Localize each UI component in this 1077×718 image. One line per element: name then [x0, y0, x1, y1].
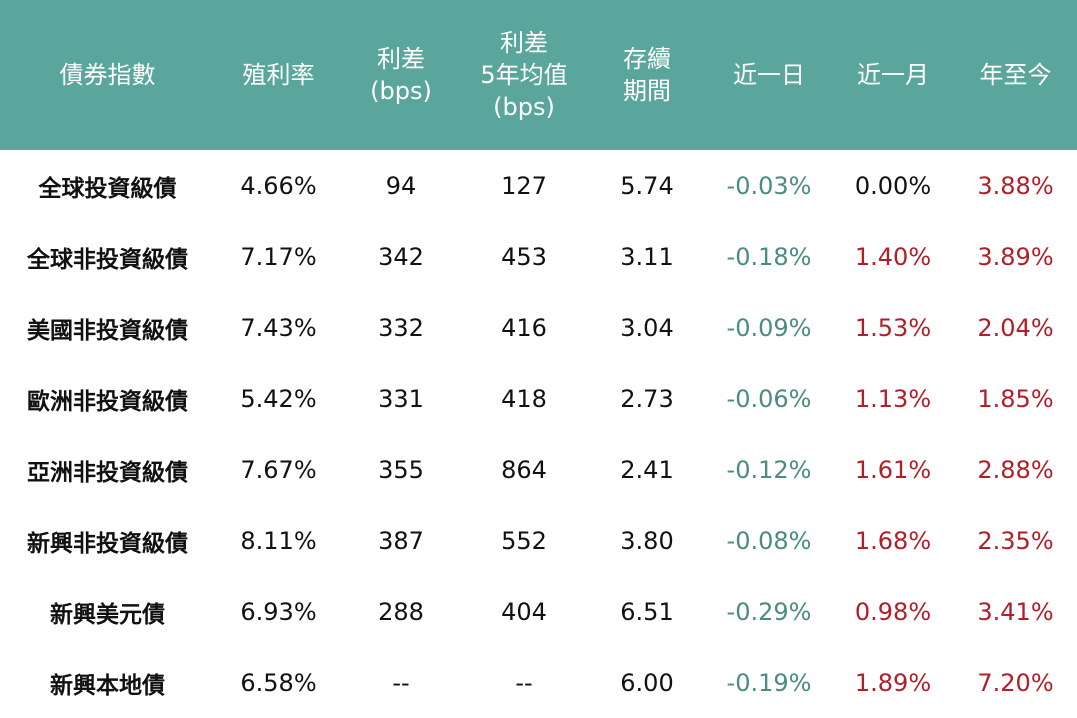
duration-cell: 3.11 [620, 242, 674, 271]
spread-5y-avg-cell: 864 [501, 455, 547, 484]
duration-cell: 5.74 [620, 171, 674, 200]
table-row: 全球投資級債 4.66% 94 127 5.74 -0.03% 0.00% 3.88% [0, 150, 1077, 221]
duration-cell: 3.04 [620, 313, 674, 342]
bond-name-cell: 新興非投資級債 [27, 530, 188, 557]
header-bond-index: 債券指數 [59, 61, 156, 89]
spread-5y-avg-cell: 418 [501, 384, 547, 413]
bond-name-cell: 全球非投資級債 [27, 246, 188, 273]
bond-name-cell: 亞洲非投資級債 [27, 459, 188, 486]
change-1-month-cell: 1.68% [854, 526, 932, 555]
bond-name-cell: 歐洲非投資級債 [27, 388, 188, 415]
change-ytd-cell: 2.88% [977, 455, 1054, 484]
yield-cell: 6.93% [240, 597, 317, 626]
change-1-day-cell: -0.29% [726, 597, 812, 626]
spread-cell: 288 [378, 597, 424, 626]
spread-5y-avg-cell: 453 [501, 242, 547, 271]
yield-cell: 8.11% [240, 526, 317, 555]
change-1-day-cell: -0.03% [726, 171, 812, 200]
duration-cell: 2.73 [620, 384, 674, 413]
change-1-day-cell: -0.08% [726, 526, 812, 555]
table-header: 債券指數 殖利率 利差 (bps) 利差 5年均值 (bps) 存續 期間 近一… [0, 0, 1077, 150]
table-row: 亞洲非投資級債 7.67% 355 864 2.41 -0.12% 1.61% 2.88% [0, 434, 1077, 505]
change-1-month-cell: 1.13% [854, 384, 932, 413]
spread-cell: 387 [378, 526, 424, 555]
yield-cell: 7.17% [240, 242, 317, 271]
change-1-day-cell: -0.19% [726, 668, 812, 697]
change-ytd-cell: 2.35% [977, 526, 1054, 555]
change-1-month-cell: 1.61% [854, 455, 932, 484]
spread-5y-avg-cell: 552 [501, 526, 547, 555]
change-ytd-cell: 2.04% [977, 313, 1054, 342]
spread-cell: 342 [378, 242, 424, 271]
spread-5y-avg-cell: 127 [501, 171, 547, 200]
change-1-month-cell: 1.53% [854, 313, 932, 342]
spread-cell: 94 [385, 171, 417, 200]
spread-cell: 332 [378, 313, 424, 342]
change-1-day-cell: -0.09% [726, 313, 812, 342]
change-ytd-cell: 1.85% [977, 384, 1054, 413]
header-1-month: 近一月 [857, 61, 929, 89]
change-ytd-cell: 3.89% [977, 242, 1054, 271]
change-1-month-cell: 1.40% [854, 242, 932, 271]
change-1-day-cell: -0.12% [726, 455, 812, 484]
header-spread: 利差 (bps) [370, 45, 432, 105]
change-1-month-cell: 0.98% [854, 597, 932, 626]
bond-name-cell: 美國非投資級債 [27, 317, 188, 344]
table-row: 新興非投資級債 8.11% 387 552 3.80 -0.08% 1.68% 2.35% [0, 505, 1077, 576]
spread-5y-avg-cell: 404 [501, 597, 547, 626]
change-ytd-cell: 3.41% [977, 597, 1054, 626]
spread-5y-avg-cell: 416 [501, 313, 547, 342]
yield-cell: 6.58% [240, 668, 317, 697]
change-1-month-cell: 0.00% [854, 171, 932, 200]
duration-cell: 6.00 [620, 668, 674, 697]
table-row: 新興本地債 6.58% -- -- 6.00 -0.19% 1.89% 7.20% [0, 647, 1077, 718]
yield-cell: 7.43% [240, 313, 317, 342]
change-1-day-cell: -0.06% [726, 384, 812, 413]
table-row: 新興美元債 6.93% 288 404 6.51 -0.29% 0.98% 3.41% [0, 576, 1077, 647]
bond-name-cell: 全球投資級債 [38, 175, 177, 202]
yield-cell: 5.42% [240, 384, 317, 413]
duration-cell: 6.51 [620, 597, 674, 626]
header-duration: 存續 期間 [623, 45, 671, 105]
header-spread-5y-avg: 利差 5年均值 (bps) [480, 29, 568, 121]
spread-5y-avg-cell: -- [515, 668, 533, 697]
header-1-day: 近一日 [733, 61, 805, 89]
table-row: 歐洲非投資級債 5.42% 331 418 2.73 -0.06% 1.13% 1.85% [0, 363, 1077, 434]
duration-cell: 2.41 [620, 455, 674, 484]
change-1-day-cell: -0.18% [726, 242, 812, 271]
table-row: 全球非投資級債 7.17% 342 453 3.11 -0.18% 1.40% 3.89% [0, 221, 1077, 292]
change-ytd-cell: 7.20% [977, 668, 1054, 697]
table-row: 美國非投資級債 7.43% 332 416 3.04 -0.09% 1.53% 2.04% [0, 292, 1077, 363]
change-ytd-cell: 3.88% [977, 171, 1054, 200]
header-yield: 殖利率 [242, 61, 315, 89]
bond-name-cell: 新興美元債 [50, 601, 165, 628]
duration-cell: 3.80 [620, 526, 674, 555]
bond-name-cell: 新興本地債 [50, 672, 165, 699]
yield-cell: 4.66% [240, 171, 317, 200]
header-ytd: 年至今 [979, 61, 1052, 89]
spread-cell: 331 [378, 384, 424, 413]
yield-cell: 7.67% [240, 455, 317, 484]
change-1-month-cell: 1.89% [854, 668, 932, 697]
spread-cell: -- [392, 668, 410, 697]
spread-cell: 355 [378, 455, 424, 484]
